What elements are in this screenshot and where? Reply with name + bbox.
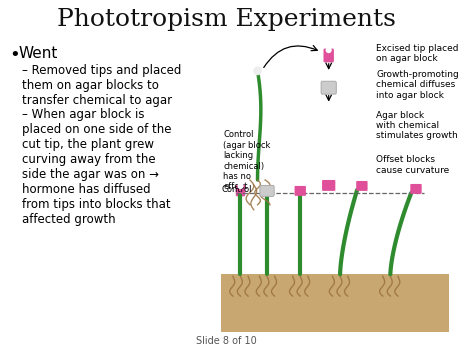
FancyBboxPatch shape [356, 181, 368, 191]
Text: Excised tip placed
on agar block: Excised tip placed on agar block [376, 44, 459, 64]
Text: Agar block
with chemical
stimulates growth: Agar block with chemical stimulates grow… [376, 110, 458, 140]
Text: •: • [9, 46, 20, 64]
Text: Went: Went [18, 46, 58, 61]
FancyBboxPatch shape [294, 186, 306, 196]
Text: Slide 8 of 10: Slide 8 of 10 [196, 336, 256, 346]
Circle shape [326, 48, 331, 53]
FancyBboxPatch shape [323, 49, 334, 62]
Text: Control: Control [221, 185, 252, 194]
FancyBboxPatch shape [236, 185, 245, 196]
Text: Offset blocks
cause curvature: Offset blocks cause curvature [376, 155, 449, 175]
FancyBboxPatch shape [260, 185, 274, 196]
Bar [221, 274, 449, 332]
Circle shape [238, 184, 243, 189]
Text: Control
(agar block
lacking
chemical)
has no
effect: Control (agar block lacking chemical) ha… [223, 130, 271, 191]
FancyBboxPatch shape [410, 184, 422, 194]
Text: – When agar block is
placed on one side of the
cut tip, the plant grew
curving a: – When agar block is placed on one side … [22, 108, 172, 225]
Text: Phototropism Experiments: Phototropism Experiments [57, 8, 396, 31]
Text: Growth-promoting
chemical diffuses
into agar block: Growth-promoting chemical diffuses into … [376, 70, 459, 100]
FancyBboxPatch shape [322, 180, 335, 191]
Text: – Removed tips and placed
them on agar blocks to
transfer chemical to agar: – Removed tips and placed them on agar b… [22, 64, 182, 107]
Circle shape [254, 67, 261, 75]
FancyBboxPatch shape [321, 81, 336, 94]
